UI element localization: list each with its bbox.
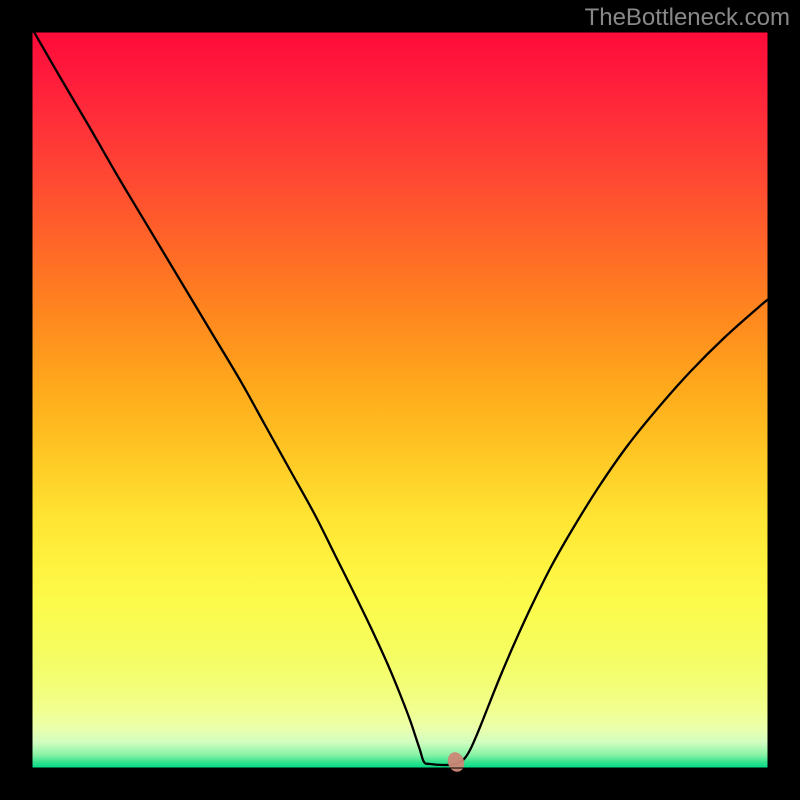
watermark-text: TheBottleneck.com bbox=[585, 4, 790, 32]
chart-container: TheBottleneck.com bbox=[0, 0, 800, 800]
plot-background-gradient bbox=[32, 32, 768, 768]
bottleneck-chart bbox=[0, 0, 800, 800]
